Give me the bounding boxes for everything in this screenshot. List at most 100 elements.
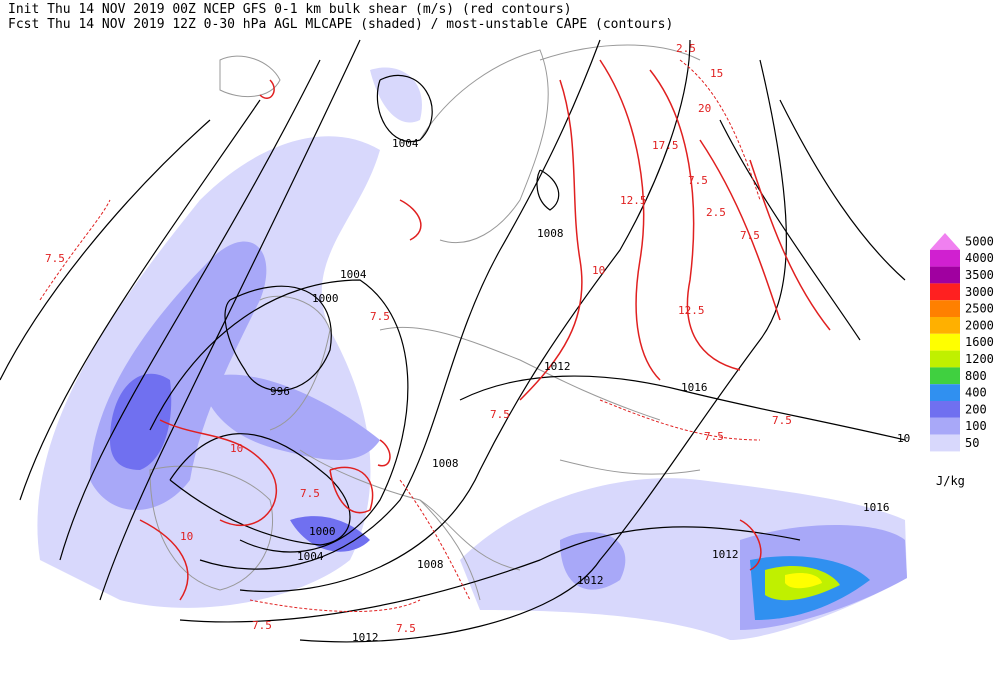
header-line: Fcst Thu 14 NOV 2019 12Z 0-30 hPa AGL ML…	[8, 17, 673, 32]
isobar	[19, 99, 261, 501]
legend-label: 1600	[965, 335, 994, 349]
shear-label: 7.5	[740, 229, 760, 242]
shear-contour	[599, 399, 761, 441]
legend-swatch	[930, 233, 960, 250]
isobar	[779, 99, 906, 281]
legend-label: 100	[965, 419, 987, 433]
cape-shading	[560, 532, 626, 590]
legend-label: 1200	[965, 352, 994, 366]
coastline	[149, 465, 274, 591]
shear-contour	[377, 439, 391, 467]
isobar-label: 1012	[352, 631, 379, 644]
legend-swatch	[930, 283, 960, 301]
legend-swatch	[930, 350, 960, 368]
legend-label: 4000	[965, 251, 994, 265]
isobar-label: 1008	[417, 558, 444, 571]
shear-label: 12.5	[620, 194, 647, 207]
isobar-label: 1012	[712, 548, 739, 561]
isobar-label: 1000	[309, 525, 336, 538]
shear-contour	[519, 79, 583, 401]
legend-swatch	[930, 417, 960, 435]
shear-contour	[139, 519, 189, 601]
coastline	[419, 49, 549, 244]
isobar-label: 1004	[297, 550, 324, 563]
isobar	[199, 39, 601, 570]
isobar	[719, 119, 861, 341]
shear-contour	[739, 519, 762, 571]
isobar	[224, 285, 332, 392]
isobar	[239, 39, 691, 593]
legend-swatch	[930, 367, 960, 385]
shear-label: 2.5	[706, 206, 726, 219]
shear-label: 15	[710, 67, 723, 80]
legend-label: 400	[965, 386, 987, 400]
shear-contour	[679, 59, 761, 201]
coastline	[259, 295, 331, 431]
isobar-label: 1004	[392, 137, 419, 150]
legend-label: 50	[965, 436, 979, 450]
legend-label: 200	[965, 402, 987, 416]
shear-label: 7.5	[396, 622, 416, 635]
isobar	[459, 375, 906, 441]
shear-label: 2.5	[676, 42, 696, 55]
shear-label: 17.5	[652, 139, 679, 152]
cape-shading	[110, 373, 172, 470]
isobar	[0, 119, 211, 381]
isobar-label: 1012	[544, 360, 571, 373]
coastline	[539, 44, 701, 61]
isobar-label: 1012	[577, 574, 604, 587]
legend-swatch	[930, 333, 960, 351]
header-line: Init Thu 14 NOV 2019 00Z NCEP GFS 0-1 km…	[8, 2, 572, 17]
legend-label: 2500	[965, 302, 994, 316]
isobar	[299, 59, 787, 643]
domain-mask	[730, 560, 1000, 680]
map-area	[0, 39, 1000, 680]
isobar-label: 1000	[312, 292, 339, 305]
legend-label: 800	[965, 369, 987, 383]
legend-unit: J/kg	[936, 474, 965, 488]
coastline	[559, 459, 701, 475]
isobar	[376, 74, 433, 143]
shear-contour	[399, 199, 422, 241]
shear-contour	[249, 599, 421, 613]
isobar	[99, 39, 361, 601]
shear-label: 10	[180, 530, 193, 543]
legend-swatch	[930, 384, 960, 401]
isobar	[179, 526, 801, 623]
shear-contour	[39, 199, 111, 301]
legend-label: 5000	[965, 234, 994, 248]
isobar	[149, 279, 409, 553]
labels: Init Thu 14 NOV 2019 00Z NCEP GFS 0-1 km…	[8, 2, 910, 644]
legend-label: 3000	[965, 285, 994, 299]
shear-label: 7.5	[704, 430, 724, 443]
isobar-label: 1008	[537, 227, 564, 240]
cape-shading	[785, 572, 822, 589]
legend-swatch	[930, 401, 960, 418]
shear-label: 7.5	[300, 487, 320, 500]
shear-label: 20	[698, 102, 711, 115]
shear-label: 7.5	[45, 252, 65, 265]
isobar-label: 996	[270, 385, 290, 398]
isobar-label: 10	[897, 432, 910, 445]
shear-contour	[699, 139, 781, 321]
coastline	[419, 499, 481, 601]
legend: J/kg 5000 4000 3500 3000 2500 2000 1600 1200 800…	[930, 233, 994, 488]
isobar	[536, 169, 560, 211]
shear-contour	[399, 479, 471, 601]
shear-label: 7.5	[370, 310, 390, 323]
legend-swatch	[930, 300, 960, 317]
legend-label: 3500	[965, 268, 994, 282]
isobar	[59, 59, 321, 561]
shear-contour	[329, 466, 374, 514]
shear-contour	[259, 79, 275, 100]
legend-label: 2000	[965, 318, 994, 332]
shear-contour	[749, 159, 831, 331]
shear-label: 7.5	[688, 174, 708, 187]
isobar-label: 1016	[863, 501, 890, 514]
isobar-label: 1016	[681, 381, 708, 394]
coastline	[379, 326, 661, 421]
shear-label: 10	[592, 264, 605, 277]
legend-swatch	[930, 434, 960, 452]
shear-label: 7.5	[252, 619, 272, 632]
